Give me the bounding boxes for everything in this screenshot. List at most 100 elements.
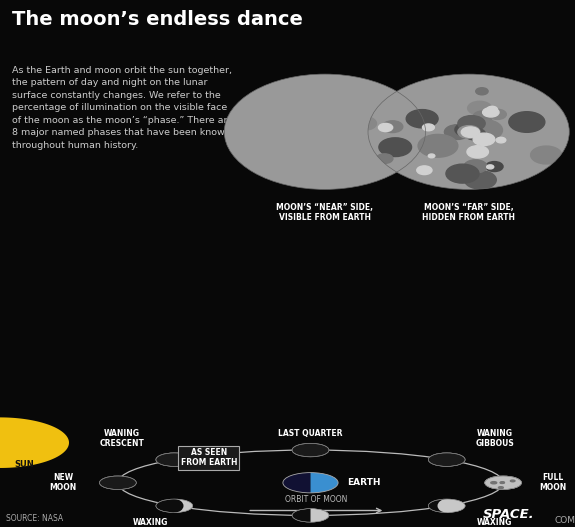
Text: The moon’s endless dance: The moon’s endless dance xyxy=(12,10,302,29)
Circle shape xyxy=(455,123,480,136)
Circle shape xyxy=(323,151,352,168)
Circle shape xyxy=(321,143,335,151)
Circle shape xyxy=(491,482,497,484)
Circle shape xyxy=(305,172,328,186)
Circle shape xyxy=(458,115,485,131)
Circle shape xyxy=(466,120,503,141)
Circle shape xyxy=(489,109,507,120)
Text: FULL
MOON: FULL MOON xyxy=(539,473,566,492)
Text: ORBIT OF MOON: ORBIT OF MOON xyxy=(285,495,347,504)
Circle shape xyxy=(333,159,363,177)
Circle shape xyxy=(473,133,494,145)
Polygon shape xyxy=(0,417,69,468)
Circle shape xyxy=(406,110,438,128)
Circle shape xyxy=(376,154,393,163)
Circle shape xyxy=(275,152,289,160)
Polygon shape xyxy=(447,499,465,513)
Circle shape xyxy=(379,138,412,157)
Circle shape xyxy=(382,121,403,133)
Text: LAST QUARTER: LAST QUARTER xyxy=(278,429,343,438)
Circle shape xyxy=(292,443,329,457)
Circle shape xyxy=(261,163,282,175)
Wedge shape xyxy=(283,473,310,493)
Polygon shape xyxy=(174,499,193,513)
Circle shape xyxy=(465,128,485,140)
Circle shape xyxy=(343,155,365,168)
Circle shape xyxy=(346,128,364,139)
Circle shape xyxy=(331,115,365,135)
Circle shape xyxy=(487,106,497,112)
Text: NEW
MOON: NEW MOON xyxy=(49,473,76,492)
Text: MOON’S “NEAR” SIDE,
VISIBLE FROM EARTH: MOON’S “NEAR” SIDE, VISIBLE FROM EARTH xyxy=(277,202,373,222)
Circle shape xyxy=(300,154,328,170)
Text: SOURCE: NASA: SOURCE: NASA xyxy=(6,514,63,523)
Circle shape xyxy=(458,125,480,138)
Circle shape xyxy=(446,164,479,183)
Text: SPACE.: SPACE. xyxy=(483,508,535,521)
Circle shape xyxy=(368,74,569,189)
Circle shape xyxy=(467,145,488,158)
Circle shape xyxy=(467,101,492,115)
Circle shape xyxy=(496,138,506,143)
Circle shape xyxy=(486,162,503,172)
Circle shape xyxy=(428,453,465,466)
Circle shape xyxy=(485,476,522,490)
Circle shape xyxy=(485,476,522,490)
Circle shape xyxy=(428,499,465,513)
Circle shape xyxy=(292,443,329,457)
Circle shape xyxy=(444,125,470,140)
Circle shape xyxy=(511,480,515,482)
Circle shape xyxy=(305,120,326,132)
Circle shape xyxy=(156,453,193,466)
Circle shape xyxy=(327,103,360,122)
Circle shape xyxy=(325,125,346,137)
Circle shape xyxy=(509,112,545,132)
Circle shape xyxy=(292,509,329,522)
Circle shape xyxy=(461,127,480,138)
Circle shape xyxy=(315,120,347,138)
Circle shape xyxy=(297,114,304,118)
Circle shape xyxy=(482,108,499,117)
Text: WANING
GIBBOUS: WANING GIBBOUS xyxy=(476,428,514,448)
Text: As the Earth and moon orbit the sun together,
the pattern of day and night on th: As the Earth and moon orbit the sun toge… xyxy=(12,66,233,150)
Circle shape xyxy=(500,482,504,483)
Circle shape xyxy=(378,123,393,132)
Text: COM: COM xyxy=(555,516,575,525)
Ellipse shape xyxy=(165,499,183,513)
Circle shape xyxy=(465,171,496,189)
Circle shape xyxy=(418,134,458,157)
Circle shape xyxy=(473,111,493,122)
Text: WANING
CRESCENT: WANING CRESCENT xyxy=(99,428,144,448)
Circle shape xyxy=(347,121,362,129)
Text: WAXING
CRESCENT: WAXING CRESCENT xyxy=(128,518,172,527)
Polygon shape xyxy=(310,509,329,522)
Text: MOON’S “FAR” SIDE,
HIDDEN FROM EARTH: MOON’S “FAR” SIDE, HIDDEN FROM EARTH xyxy=(422,202,515,222)
Circle shape xyxy=(99,476,136,490)
Circle shape xyxy=(281,116,293,123)
Text: SUN: SUN xyxy=(14,460,34,469)
Circle shape xyxy=(342,132,359,141)
Circle shape xyxy=(99,476,136,490)
Circle shape xyxy=(464,160,487,173)
Circle shape xyxy=(297,135,307,141)
Circle shape xyxy=(499,487,503,489)
Circle shape xyxy=(486,165,494,169)
Circle shape xyxy=(156,499,193,513)
Circle shape xyxy=(286,155,296,160)
Wedge shape xyxy=(310,473,338,493)
Ellipse shape xyxy=(438,499,456,513)
Circle shape xyxy=(353,116,377,130)
Text: AS SEEN
FROM EARTH: AS SEEN FROM EARTH xyxy=(181,448,237,467)
Circle shape xyxy=(224,74,426,189)
Text: WAXING
GIBBOUS: WAXING GIBBOUS xyxy=(476,518,514,527)
Circle shape xyxy=(423,124,434,131)
Circle shape xyxy=(428,154,435,158)
Circle shape xyxy=(313,124,338,138)
Circle shape xyxy=(417,166,432,174)
Circle shape xyxy=(500,482,504,483)
Circle shape xyxy=(531,146,562,164)
Circle shape xyxy=(476,87,488,95)
Circle shape xyxy=(428,453,465,466)
Circle shape xyxy=(318,167,340,179)
Circle shape xyxy=(297,103,315,113)
